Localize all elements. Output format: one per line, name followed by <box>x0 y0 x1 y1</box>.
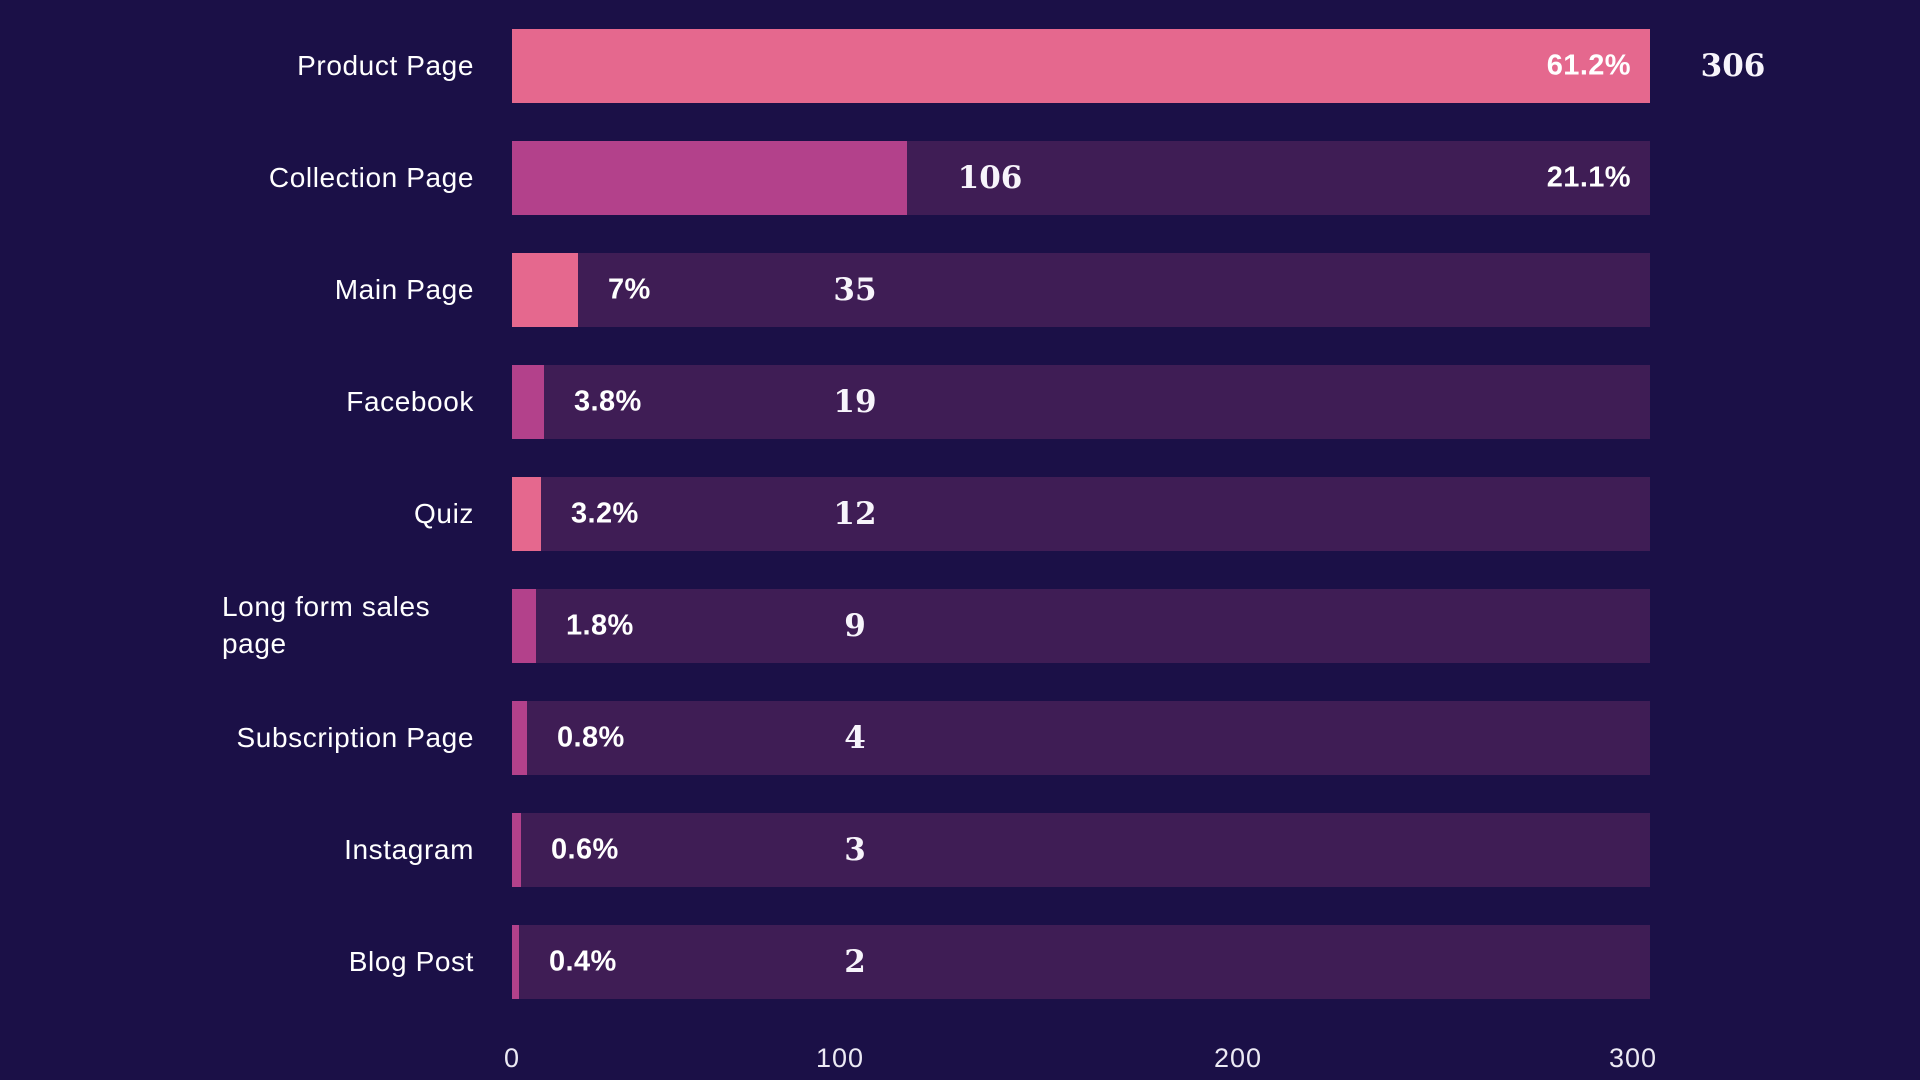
count-label: 19 <box>833 384 877 420</box>
bar-track-background <box>512 701 1650 775</box>
bar-segment <box>512 477 541 551</box>
chart-row: Subscription Page 0.8% 4 <box>0 701 1920 775</box>
x-axis-tick-label: 300 <box>1608 1043 1658 1073</box>
bar-segment <box>512 701 527 775</box>
bar-segment <box>512 925 519 999</box>
bar-track-background <box>512 589 1650 663</box>
category-label: Long form sales page <box>0 589 474 663</box>
category-label-text: Quiz <box>414 497 474 529</box>
bar-track: 3.2% 12 <box>512 477 1650 551</box>
percentage-label: 0.8% <box>557 721 625 754</box>
bar-track: 0.4% 2 <box>512 925 1650 999</box>
category-label: Blog Post <box>0 944 474 981</box>
chart-row: Product Page 61.2% 306 <box>0 29 1920 103</box>
category-label: Subscription Page <box>0 720 474 757</box>
category-label: Quiz <box>0 496 474 533</box>
category-label-text: Instagram <box>344 833 474 865</box>
category-label: Facebook <box>0 384 474 421</box>
count-label: 3 <box>844 832 866 868</box>
chart-row: Main Page 7% 35 <box>0 253 1920 327</box>
bar-track: 0.6% 3 <box>512 813 1650 887</box>
category-label: Product Page <box>0 48 474 85</box>
chart-row: Long form sales page 1.8% 9 <box>0 589 1920 663</box>
x-axis-tick-label: 0 <box>503 1043 521 1073</box>
percentage-label: 3.2% <box>571 497 639 530</box>
bar-segment <box>512 29 1650 103</box>
category-label: Main Page <box>0 272 474 309</box>
category-label-text: Blog Post <box>348 945 474 977</box>
bar-track: 21.1% 106 <box>512 141 1650 215</box>
bar-track: 0.8% 4 <box>512 701 1650 775</box>
category-label: Instagram <box>0 832 474 869</box>
bar-track-background <box>512 813 1650 887</box>
bar-track: 61.2% 306 <box>512 29 1765 103</box>
count-label: 12 <box>833 496 877 532</box>
category-label-text: Collection Page <box>268 161 474 193</box>
chart-row: Instagram 0.6% 3 <box>0 813 1920 887</box>
chart-row: Quiz 3.2% 12 <box>0 477 1920 551</box>
percentage-label: 0.6% <box>551 833 619 866</box>
bar-track-background <box>512 925 1650 999</box>
bar-segment <box>512 813 521 887</box>
bar-track-background <box>512 477 1650 551</box>
count-label: 306 <box>1700 48 1766 84</box>
count-label: 2 <box>844 944 866 980</box>
bar-track-background <box>512 365 1650 439</box>
percentage-label: 21.1% <box>1546 161 1631 194</box>
count-label: 35 <box>833 272 877 308</box>
count-label: 4 <box>844 720 866 756</box>
bar-track: 3.8% 19 <box>512 365 1650 439</box>
chart-rows: Product Page 61.2% 306 Collection Page 2… <box>0 29 1920 999</box>
category-label-text: Facebook <box>346 385 474 417</box>
x-axis: 0 100 200 300 <box>504 1037 1656 1080</box>
percentage-label: 1.8% <box>566 609 634 642</box>
bar-segment <box>512 365 544 439</box>
category-label: Collection Page <box>0 160 474 197</box>
bar-track: 7% 35 <box>512 253 1650 327</box>
bar-segment <box>512 589 536 663</box>
category-label-text: Product Page <box>297 49 474 81</box>
chart-row: Collection Page 21.1% 106 <box>0 141 1920 215</box>
bar-segment <box>512 253 578 327</box>
bar-track-background <box>512 253 1650 327</box>
bar-track: 1.8% 9 <box>512 589 1650 663</box>
percentage-label: 7% <box>608 273 651 306</box>
percentage-label: 61.2% <box>1546 49 1631 82</box>
category-label-text: Main Page <box>334 273 474 305</box>
x-axis-tick-label: 200 <box>1213 1043 1263 1073</box>
count-label: 9 <box>844 608 866 644</box>
category-label-text: Long form sales page <box>222 591 431 659</box>
x-axis-tick-label: 100 <box>815 1043 865 1073</box>
percentage-label: 3.8% <box>574 385 642 418</box>
category-label-text: Subscription Page <box>236 721 474 753</box>
chart-row: Facebook 3.8% 19 <box>0 365 1920 439</box>
percentage-label: 0.4% <box>549 945 617 978</box>
chart-row: Blog Post 0.4% 2 <box>0 925 1920 999</box>
count-label: 106 <box>957 160 1023 196</box>
bar-segment <box>512 141 907 215</box>
